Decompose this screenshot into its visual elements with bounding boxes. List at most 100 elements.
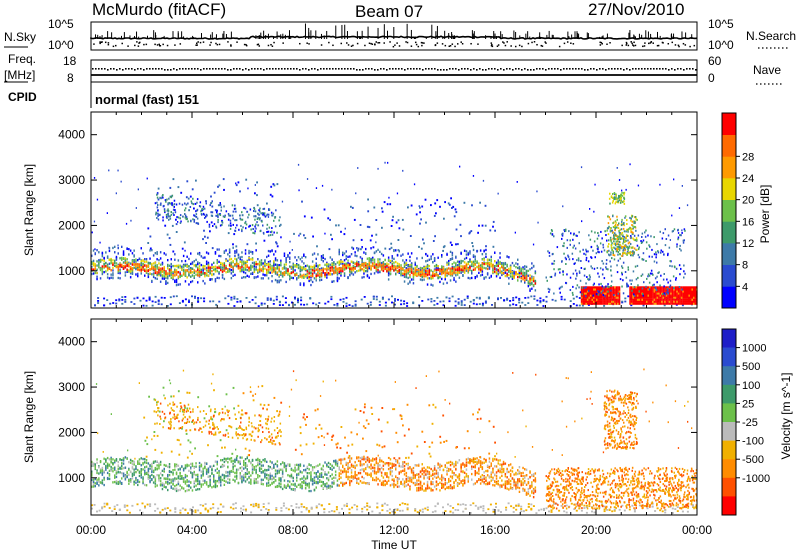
- power-cell: [690, 286, 692, 288]
- power-cell: [670, 239, 671, 241]
- power-cell: [607, 303, 609, 305]
- nave-dot: [473, 68, 475, 70]
- power-cell: [354, 263, 356, 265]
- nave-dot: [305, 68, 307, 70]
- power-cell: [629, 280, 631, 282]
- nave-dot: [287, 68, 289, 70]
- power-cell: [232, 271, 234, 273]
- power-cell: [543, 299, 545, 301]
- power-cell: [323, 257, 325, 259]
- power-cell: [599, 288, 601, 290]
- power-cell: [195, 265, 197, 267]
- power-cell: [485, 245, 487, 247]
- power-cell: [224, 264, 226, 266]
- power-cell: [651, 290, 653, 292]
- power-cell: [163, 205, 165, 207]
- power-cell: [676, 290, 678, 292]
- power-cell: [446, 262, 448, 264]
- power-cell: [647, 275, 649, 277]
- power-cell: [475, 267, 477, 269]
- power-cell: [479, 297, 481, 299]
- nave-dot: [203, 68, 205, 70]
- power-cell: [206, 263, 208, 265]
- power-cell: [658, 288, 660, 290]
- power-cell: [276, 243, 278, 245]
- power-cell: [593, 290, 595, 292]
- power-cell: [648, 286, 650, 288]
- power-cell: [146, 258, 148, 260]
- power-cell: [276, 296, 278, 298]
- power-cell: [669, 303, 671, 305]
- power-cell: [427, 274, 429, 276]
- power-cell: [97, 300, 99, 302]
- power-cell: [176, 279, 178, 281]
- power-cell: [130, 276, 132, 278]
- power-cell: [363, 276, 365, 278]
- noise-search-dot: [668, 43, 670, 45]
- power-cell: [247, 265, 249, 267]
- power-cell: [681, 301, 683, 303]
- power-cell: [483, 259, 485, 261]
- nave-dot: [518, 68, 520, 70]
- power-cell: [331, 238, 333, 240]
- power-cell: [367, 275, 369, 277]
- power-cell: [658, 292, 660, 294]
- power-cell: [148, 276, 150, 278]
- power-cell: [321, 279, 323, 281]
- power-cell: [344, 259, 346, 261]
- power-cell: [682, 286, 684, 288]
- power-cell: [466, 270, 468, 272]
- power-cell: [376, 299, 378, 301]
- power-cell: [611, 275, 613, 277]
- power-cell: [418, 269, 420, 271]
- power-cell: [225, 249, 227, 251]
- power-cell: [133, 303, 135, 305]
- power-cell: [167, 213, 169, 215]
- power-cell: [585, 295, 587, 297]
- power-cell: [392, 216, 394, 218]
- power-cell: [684, 292, 686, 294]
- nave-dot: [335, 68, 337, 70]
- power-cell: [245, 276, 247, 278]
- power-cell: [132, 260, 134, 262]
- power-cell: [238, 229, 240, 231]
- power-cell: [340, 231, 342, 233]
- power-cell: [360, 256, 362, 258]
- power-cell: [419, 211, 421, 213]
- power-cell: [660, 292, 662, 294]
- power-cell: [159, 197, 161, 199]
- noise-search-dot: [407, 42, 409, 44]
- power-cell: [97, 302, 99, 304]
- noise-search-dot: [346, 42, 348, 44]
- power-cell: [195, 274, 197, 276]
- power-cell: [363, 269, 365, 271]
- nave-dot: [503, 69, 505, 71]
- power-cell: [388, 257, 390, 259]
- power-cell: [305, 268, 307, 270]
- power-cell: [648, 297, 650, 299]
- power-cell: [373, 298, 375, 300]
- power-cell: [678, 297, 680, 299]
- power-cell: [391, 247, 393, 249]
- power-cell: [592, 301, 594, 303]
- noise-search-dot: [626, 42, 628, 44]
- power-cell: [285, 281, 287, 283]
- power-cell: [624, 230, 626, 232]
- power-cell: [220, 225, 222, 227]
- nave-dot: [437, 69, 439, 71]
- power-cell: [661, 299, 663, 301]
- nave-dot: [215, 68, 217, 70]
- noise-search-dot: [528, 43, 530, 45]
- power-cell: [691, 290, 693, 292]
- power-cell: [174, 280, 176, 282]
- power-cell: [660, 275, 662, 277]
- power-cell: [675, 286, 677, 288]
- power-cell: [590, 295, 592, 297]
- power-cell: [390, 273, 392, 275]
- power-cell: [505, 267, 507, 269]
- power-cell: [148, 270, 150, 272]
- power-cell: [319, 264, 321, 266]
- power-cell: [491, 265, 493, 267]
- power-cell: [190, 252, 192, 254]
- power-cell: [307, 274, 309, 276]
